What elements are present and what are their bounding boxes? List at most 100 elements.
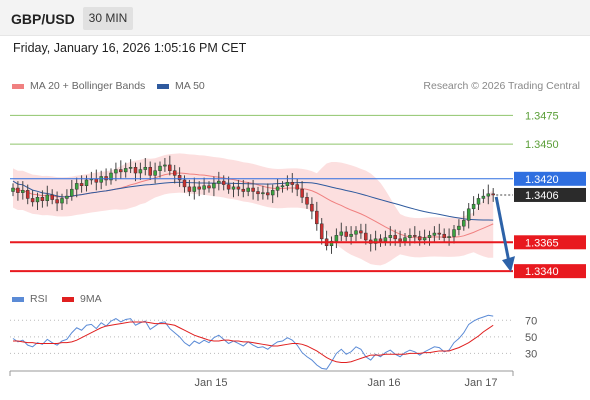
- candle: [148, 167, 152, 176]
- legend-ma50-label: MA 50: [175, 80, 205, 92]
- candle: [339, 231, 344, 236]
- level-label-bg-1.3340: [514, 264, 586, 279]
- candle: [182, 179, 187, 188]
- candle: [315, 210, 319, 225]
- x-tick-label: Jan 15: [194, 377, 227, 389]
- candle: [207, 185, 211, 189]
- rsi-tick-30: 30: [525, 348, 537, 360]
- credit-text: Research © 2026 Trading Central: [423, 80, 580, 92]
- candle: [212, 183, 216, 189]
- symbol-title: GBP/USD: [11, 11, 75, 27]
- x-tick-label: Jan 16: [367, 377, 400, 389]
- candle: [334, 235, 339, 242]
- candle: [383, 237, 388, 242]
- candle: [349, 233, 353, 237]
- candle: [256, 191, 260, 195]
- candle: [486, 193, 491, 197]
- candle: [442, 233, 446, 238]
- candle: [104, 176, 108, 181]
- candle: [70, 188, 74, 197]
- candle: [354, 230, 358, 235]
- candle: [128, 167, 133, 169]
- rsi-line: [12, 314, 494, 370]
- candle: [452, 229, 456, 237]
- candle: [221, 180, 226, 185]
- candle: [133, 167, 138, 174]
- level-label-bg-1.3365: [514, 235, 586, 250]
- forecast-arrow-shaft: [494, 196, 511, 263]
- candle: [119, 169, 123, 173]
- candle: [143, 167, 148, 170]
- candle: [187, 186, 192, 192]
- legend-rsi: RSI: [12, 293, 48, 305]
- candle: [246, 187, 250, 192]
- candle: [177, 175, 182, 181]
- candle: [16, 187, 20, 193]
- level-label-1.3365: 1.3365: [525, 237, 559, 249]
- legend-ma50-swatch: [157, 83, 169, 89]
- legend-9ma: 9MA: [62, 293, 102, 305]
- level-label-1.3340: 1.3340: [525, 266, 559, 278]
- candle: [65, 195, 69, 199]
- candle: [84, 179, 89, 186]
- level-label-bg-1.3420: [514, 171, 586, 186]
- legend-ma20-swatch: [12, 83, 24, 89]
- candle: [50, 194, 54, 200]
- candle: [481, 195, 486, 199]
- candle: [447, 236, 451, 238]
- legend-ma50: MA 50: [157, 80, 205, 92]
- candle: [74, 183, 79, 190]
- candle: [427, 235, 432, 238]
- candle: [138, 169, 143, 174]
- candle: [466, 208, 471, 221]
- candle: [109, 172, 113, 181]
- candle: [319, 223, 324, 240]
- candle: [457, 225, 461, 230]
- candle: [114, 169, 118, 174]
- level-label-1.3450: 1.3450: [525, 139, 559, 151]
- candle: [462, 220, 466, 227]
- candle: [310, 203, 314, 212]
- chart-header: GBP/USD 30 MIN: [0, 0, 590, 36]
- candle: [295, 184, 299, 190]
- candle: [60, 198, 64, 204]
- candle: [30, 198, 35, 203]
- level-label-1.3475: 1.3475: [525, 110, 559, 122]
- timeframe-button[interactable]: 30 MIN: [83, 7, 133, 30]
- candle: [40, 197, 45, 201]
- legend-rsi-label: RSI: [30, 293, 48, 305]
- rsi-tick-70: 70: [525, 315, 537, 327]
- rsi-9ma-line: [13, 321, 494, 364]
- datetime-label: Friday, January 16, 2026 1:05:16 PM CET: [13, 41, 247, 55]
- legend-ma20-label: MA 20 + Bollinger Bands: [30, 80, 146, 92]
- candle: [45, 194, 50, 201]
- candle: [241, 188, 246, 192]
- candle: [25, 190, 30, 199]
- bollinger-band: [13, 153, 494, 266]
- x-tick-label: Jan 17: [464, 377, 497, 389]
- candle: [55, 199, 59, 204]
- candle: [373, 238, 378, 244]
- candle: [236, 186, 241, 190]
- candle: [305, 197, 309, 205]
- candle: [202, 185, 206, 190]
- candle: [290, 182, 295, 185]
- candle: [217, 180, 221, 184]
- candle: [422, 237, 427, 241]
- candle: [35, 197, 40, 203]
- candle: [437, 232, 442, 235]
- candle: [79, 183, 84, 186]
- candle: [300, 188, 304, 198]
- candle: [270, 190, 275, 196]
- candle: [471, 203, 476, 210]
- candle: [172, 170, 177, 176]
- rsi-tick-50: 50: [525, 332, 537, 344]
- candle: [94, 178, 99, 183]
- candle: [251, 187, 255, 192]
- legend-rsi-swatch: [12, 296, 24, 302]
- candle: [432, 232, 437, 236]
- candle: [491, 193, 495, 196]
- legend-ma20: MA 20 + Bollinger Bands: [12, 80, 145, 92]
- level-label-bg-1.3406: [514, 187, 586, 202]
